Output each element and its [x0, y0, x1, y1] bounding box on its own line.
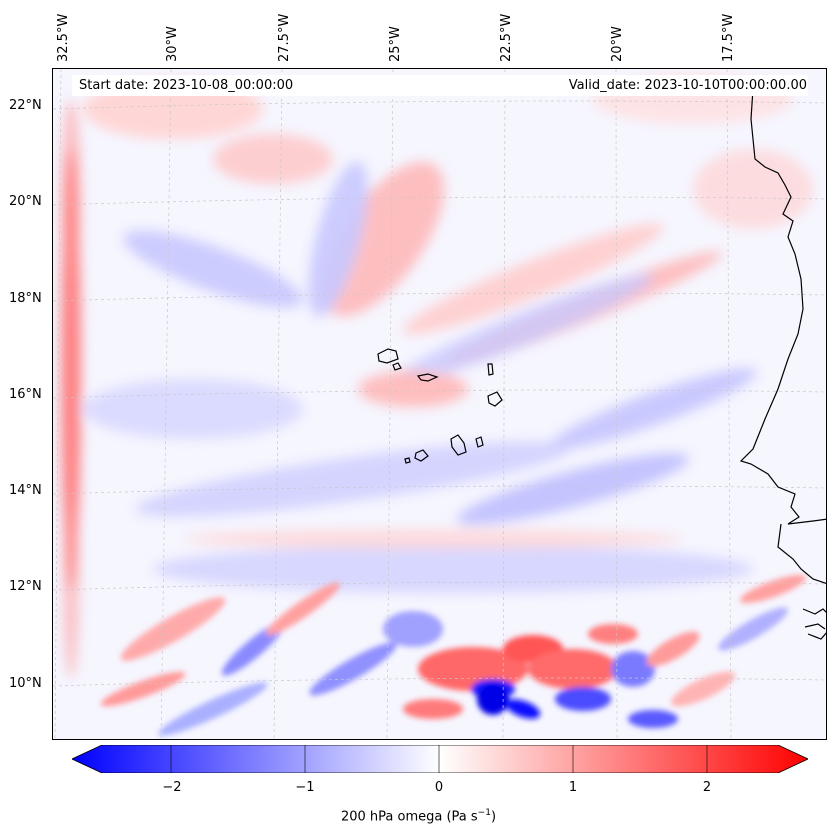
- african-coastline: [739, 88, 826, 525]
- colorbar-title-suffix: ): [490, 809, 497, 825]
- lat-label-18n: 18°N: [9, 291, 42, 306]
- guinea-bissau-islands: [802, 608, 826, 640]
- colorbar: [72, 745, 808, 773]
- island-sao-nicolau: [416, 373, 439, 382]
- colorbar-tick-label: −1: [295, 780, 315, 795]
- omega-field-map: [53, 69, 826, 739]
- lon-label-17-5w: 17.5°W: [721, 13, 736, 62]
- lat-label-14n: 14°N: [9, 483, 42, 498]
- lon-label-30w: 30°W: [165, 26, 180, 62]
- map-panel[interactable]: [52, 68, 827, 740]
- coastlines: [377, 88, 826, 640]
- island-santiago: [450, 434, 467, 456]
- start-date-label: Start date: 2023-10-08_00:00:00: [79, 78, 294, 93]
- lat-label-10n: 10°N: [9, 676, 42, 691]
- island-maio: [475, 436, 484, 448]
- colorbar-title: 200 hPa omega (Pa s−1): [0, 808, 837, 824]
- colorbar-title-prefix: 200 hPa omega (Pa s: [340, 809, 478, 825]
- omega-field-convective: [100, 574, 807, 736]
- island-sal: [487, 363, 494, 376]
- lon-label-25w: 25°W: [388, 26, 403, 62]
- island-brava: [404, 457, 411, 464]
- lon-label-32-5w: 32.5°W: [56, 13, 71, 62]
- island-sao-vicente: [392, 362, 402, 371]
- colorbar-tick-label: 0: [434, 780, 444, 795]
- lon-label-20w: 20°W: [610, 26, 625, 62]
- title-band: [72, 75, 808, 96]
- lat-label-16n: 16°N: [9, 387, 42, 402]
- colorbar-tick-label: 1: [568, 780, 578, 795]
- lat-label-22n: 22°N: [9, 98, 42, 113]
- island-fogo: [414, 449, 429, 462]
- valid-date-label: Valid_date: 2023-10-10T00:00:00.00: [568, 78, 807, 93]
- senegal-gambia-coast: [777, 523, 826, 584]
- colorbar-tick-label: −2: [162, 780, 182, 795]
- lat-label-12n: 12°N: [9, 579, 42, 594]
- lon-label-22-5w: 22.5°W: [499, 13, 514, 62]
- island-santo-antao: [377, 348, 399, 364]
- lon-label-27-5w: 27.5°W: [277, 13, 292, 62]
- island-boa-vista: [487, 391, 503, 407]
- colorbar-gradient: [72, 745, 808, 773]
- colorbar-tick-label: 2: [702, 780, 712, 795]
- colorbar-title-exponent: −1: [477, 808, 491, 818]
- lat-label-20n: 20°N: [9, 194, 42, 209]
- graticule: [53, 69, 826, 739]
